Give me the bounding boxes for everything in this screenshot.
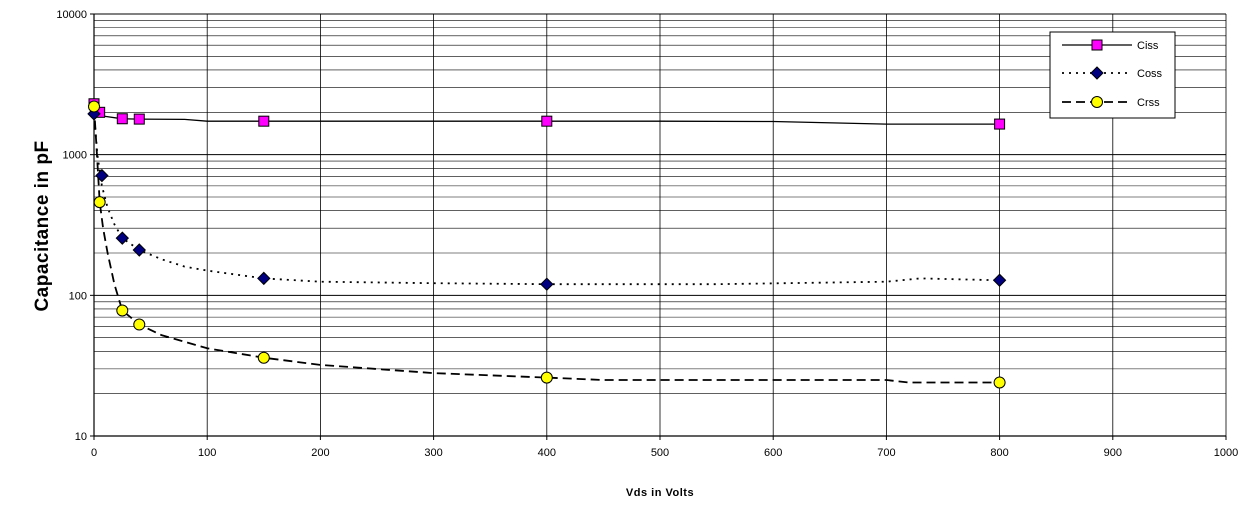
marker-ciss — [116, 113, 128, 125]
legend-marker-crss — [1091, 96, 1103, 108]
x-tick-label: 300 — [424, 447, 442, 459]
tick-labels: 0 100 200 300 400 500 600 700 800 900 1000 10 100 100… — [56, 9, 1238, 459]
x-tick-label: 700 — [877, 447, 895, 459]
y-axis-title: Capacitance in pF — [32, 140, 53, 311]
marker-ciss — [133, 113, 145, 125]
marker-crss — [93, 196, 106, 209]
marker-crss — [540, 371, 553, 384]
x-tick-label: 100 — [198, 447, 216, 459]
marker-coss — [257, 271, 271, 286]
marker-crss — [257, 351, 270, 364]
axes — [90, 13, 1227, 440]
marker-crss — [993, 376, 1006, 389]
marker-crss — [88, 100, 100, 113]
marker-coss — [992, 273, 1007, 287]
legend-label-ciss: Ciss — [1137, 40, 1159, 52]
x-tick-label: 400 — [538, 447, 556, 459]
legend-label-coss: Coss — [1137, 68, 1163, 80]
marker-crss — [116, 304, 129, 317]
y-tick-label: 10000 — [56, 9, 87, 21]
y-tick-label: 10 — [75, 431, 87, 443]
legend: Ciss Coss Crss — [1049, 31, 1176, 119]
marker-coss — [132, 243, 146, 257]
x-axis-title: Vds in Volts — [626, 487, 694, 499]
x-tick-label: 900 — [1104, 447, 1122, 459]
grid — [94, 13, 1227, 437]
x-tick-label: 200 — [311, 447, 329, 459]
series-line-crss — [93, 106, 1000, 384]
x-tick-label: 600 — [764, 447, 782, 459]
legend-marker-coss — [1090, 66, 1104, 80]
series-line-coss — [93, 113, 1000, 286]
series-markers — [87, 98, 1007, 389]
x-tick-label: 800 — [990, 447, 1008, 459]
marker-coss — [540, 277, 554, 291]
y-tick-label: 1000 — [63, 150, 87, 162]
marker-coss — [115, 231, 130, 245]
x-tick-label: 0 — [91, 447, 97, 459]
marker-crss — [133, 318, 146, 331]
legend-box — [1049, 31, 1176, 119]
x-tick-label: 500 — [651, 447, 669, 459]
x-tick-label: 1000 — [1214, 447, 1238, 459]
legend-marker-ciss — [1091, 39, 1103, 51]
marker-ciss — [541, 115, 553, 127]
marker-ciss — [258, 115, 270, 127]
marker-coss — [95, 168, 109, 183]
marker-ciss — [994, 118, 1006, 130]
legend-label-crss: Crss — [1137, 97, 1160, 109]
y-tick-label: 100 — [69, 290, 87, 302]
